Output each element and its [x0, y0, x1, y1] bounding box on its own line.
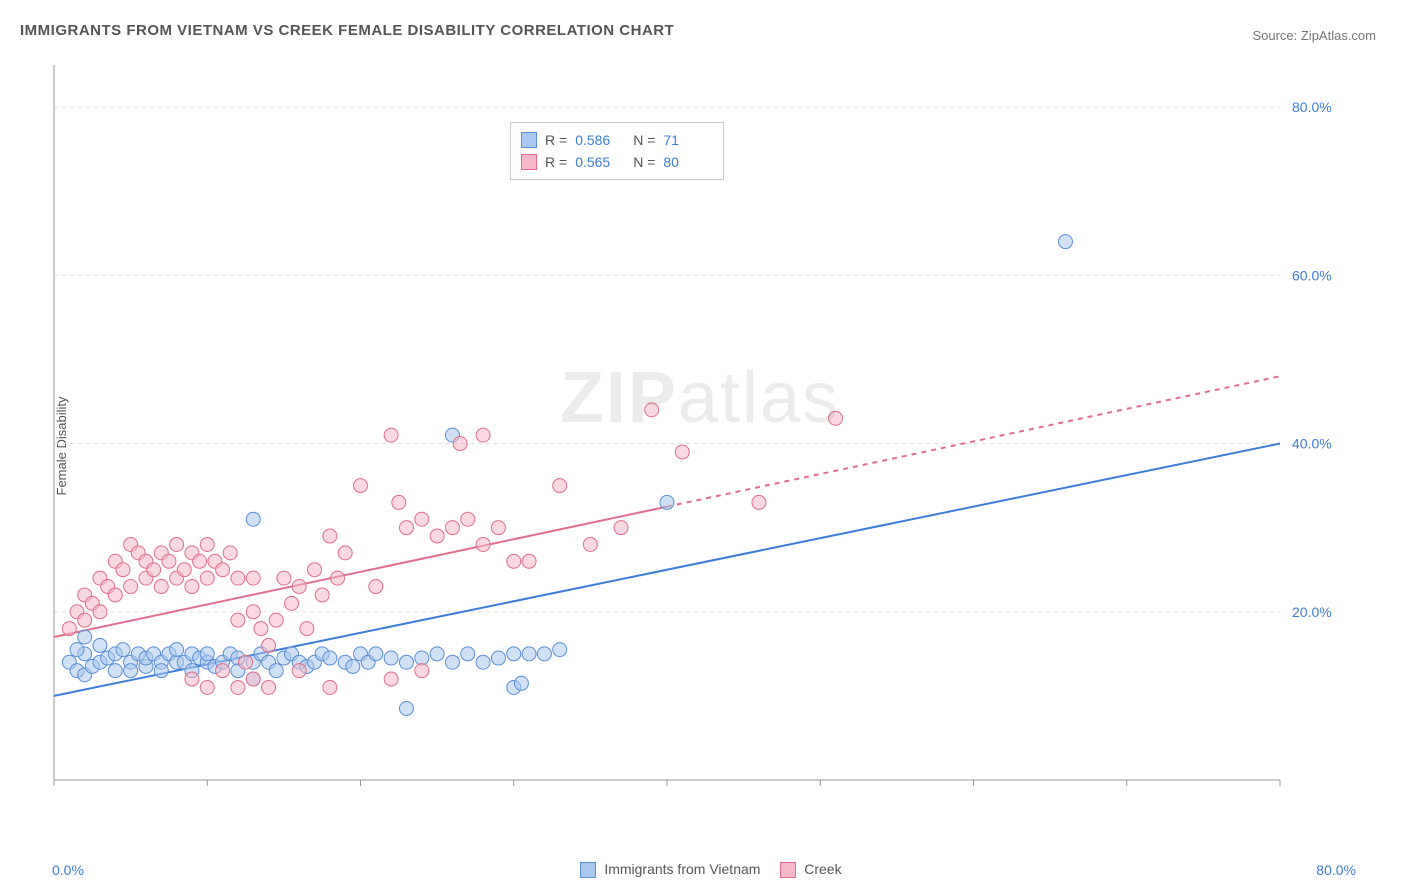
svg-text:60.0%: 60.0%: [1292, 267, 1332, 283]
bottom-swatch-2: [780, 862, 796, 878]
bottom-swatch-1: [580, 862, 596, 878]
svg-text:40.0%: 40.0%: [1292, 436, 1332, 452]
svg-text:80.0%: 80.0%: [1292, 99, 1332, 115]
source-name: ZipAtlas.com: [1301, 28, 1376, 43]
r-label-1: R =: [545, 129, 567, 151]
bottom-legend: Immigrants from Vietnam Creek: [0, 861, 1406, 878]
bottom-legend-label-2: Creek: [804, 861, 841, 877]
stats-row-1: R = 0.586 N = 71: [521, 129, 713, 151]
plot-area: 20.0%40.0%60.0%80.0% ZIPatlas R = 0.586 …: [50, 60, 1350, 810]
source-label: Source:: [1252, 28, 1300, 43]
n-value-1: 71: [663, 129, 713, 151]
chart-title: IMMIGRANTS FROM VIETNAM VS CREEK FEMALE …: [20, 22, 674, 39]
stats-legend: R = 0.586 N = 71 R = 0.565 N = 80: [510, 122, 724, 180]
n-label-1: N =: [633, 129, 655, 151]
r-value-2: 0.565: [575, 151, 625, 173]
bottom-legend-label-1: Immigrants from Vietnam: [604, 861, 760, 877]
n-label-2: N =: [633, 151, 655, 173]
swatch-series-1: [521, 132, 537, 148]
swatch-series-2: [521, 154, 537, 170]
n-value-2: 80: [663, 151, 713, 173]
source-attribution: Source: ZipAtlas.com: [1252, 28, 1376, 43]
stats-row-2: R = 0.565 N = 80: [521, 151, 713, 173]
r-value-1: 0.586: [575, 129, 625, 151]
r-label-2: R =: [545, 151, 567, 173]
svg-text:20.0%: 20.0%: [1292, 604, 1332, 620]
chart-container: IMMIGRANTS FROM VIETNAM VS CREEK FEMALE …: [0, 0, 1406, 892]
